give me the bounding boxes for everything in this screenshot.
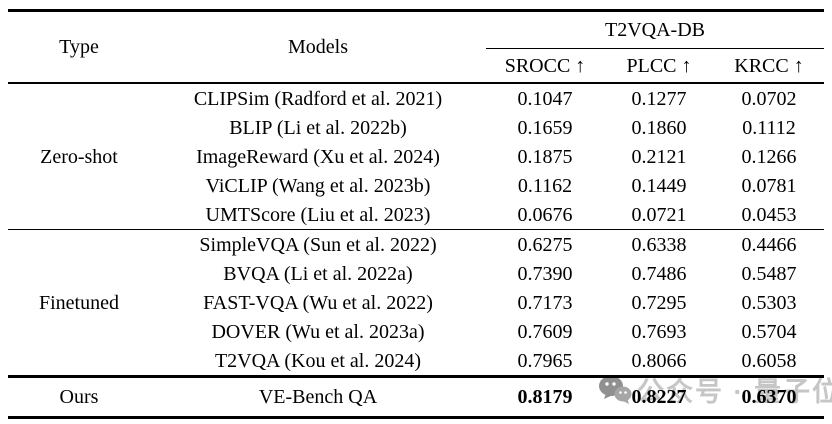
krcc-value: 0.1266 (741, 145, 797, 168)
krcc-value: 0.5487 (741, 262, 797, 285)
column-header-srocc: SROCC ↑ (504, 54, 586, 77)
table-row: ViCLIP (Wang et al. 2023b) 0.1162 0.1449… (8, 171, 824, 200)
plcc-value: 0.1860 (631, 116, 687, 139)
table-row: BLIP (Li et al. 2022b) 0.1659 0.1860 0.1… (8, 113, 824, 142)
model-name: ImageReward (Xu et al. 2024) (196, 145, 440, 168)
model-name: UMTScore (Liu et al. 2023) (205, 203, 431, 226)
section-type-label: Finetuned (39, 291, 119, 314)
plcc-value: 0.0721 (631, 203, 687, 226)
plcc-value: 0.7693 (631, 320, 687, 343)
table-row: UMTScore (Liu et al. 2023) 0.0676 0.0721… (8, 200, 824, 230)
srocc-value: 0.1162 (517, 174, 573, 197)
column-header-models: Models (288, 36, 348, 58)
plcc-value: 0.7295 (631, 291, 687, 314)
column-header-krcc: KRCC ↑ (734, 54, 804, 77)
krcc-value: 0.1112 (742, 116, 796, 139)
table-row: Ours VE-Bench QA 0.8179 0.8227 0.6370 (8, 377, 824, 418)
section-zero-shot: Zero-shot CLIPSim (Radford et al. 2021) … (8, 83, 825, 230)
model-name: T2VQA (Kou et al. 2024) (214, 349, 422, 372)
model-name: VE-Bench QA (258, 386, 378, 408)
table-header: Type Models T2VQA-DB SROCC ↑ PLCC ↑ KRCC… (8, 10, 825, 83)
krcc-value: 0.5704 (741, 320, 797, 343)
section-type-label: Ours (59, 386, 99, 408)
benchmark-results-table: Type Models T2VQA-DB SROCC ↑ PLCC ↑ KRCC… (8, 9, 825, 419)
krcc-value: 0.0453 (741, 203, 797, 226)
plcc-value: 0.7486 (631, 262, 687, 285)
column-header-plcc: PLCC ↑ (626, 54, 692, 77)
srocc-value: 0.8179 (517, 386, 573, 408)
table-row: ImageReward (Xu et al. 2024) 0.1875 0.21… (8, 142, 824, 171)
srocc-value: 0.0676 (517, 203, 573, 226)
model-name: SimpleVQA (Sun et al. 2022) (199, 233, 437, 256)
plcc-value: 0.2121 (631, 145, 687, 168)
srocc-value: 0.1875 (517, 145, 573, 168)
plcc-value: 0.1449 (631, 174, 687, 197)
krcc-value: 0.6058 (741, 349, 797, 372)
krcc-value: 0.4466 (741, 233, 797, 256)
srocc-value: 0.7609 (517, 320, 573, 343)
model-name: BLIP (Li et al. 2022b) (229, 116, 407, 139)
srocc-value: 0.6275 (517, 233, 573, 256)
plcc-value: 0.6338 (631, 233, 687, 256)
model-name: CLIPSim (Radford et al. 2021) (193, 87, 443, 110)
section-type-label: Zero-shot (40, 145, 118, 168)
table-row: FAST-VQA (Wu et al. 2022) 0.7173 0.7295 … (8, 288, 824, 317)
watermark: 公众号 · 量子位 (598, 370, 832, 409)
plcc-value: 0.8066 (631, 349, 687, 372)
srocc-value: 0.7173 (517, 291, 573, 314)
table-row: BVQA (Li et al. 2022a) 0.7390 0.7486 0.5… (8, 259, 824, 288)
model-name: BVQA (Li et al. 2022a) (223, 262, 413, 285)
srocc-value: 0.1659 (517, 116, 573, 139)
column-group-header-dataset: T2VQA-DB (486, 10, 825, 49)
model-name: DOVER (Wu et al. 2023a) (211, 320, 425, 343)
srocc-value: 0.1047 (517, 87, 573, 110)
table-row: Zero-shot CLIPSim (Radford et al. 2021) … (8, 83, 824, 167)
table-row: T2VQA (Kou et al. 2024) 0.7965 0.8066 0.… (8, 346, 824, 377)
srocc-value: 0.7390 (517, 262, 573, 285)
section-ours: Ours VE-Bench QA 0.8179 0.8227 0.6370 (8, 377, 825, 418)
wechat-icon (598, 375, 632, 405)
srocc-value: 0.7965 (517, 349, 573, 372)
watermark-text: 公众号 · 量子位 (637, 377, 832, 407)
section-finetuned: Finetuned SimpleVQA (Sun et al. 2022) 0.… (8, 230, 825, 377)
krcc-value: 0.0702 (741, 87, 797, 110)
model-name: FAST-VQA (Wu et al. 2022) (203, 291, 433, 314)
plcc-value: 0.8227 (631, 386, 687, 408)
plcc-value: 0.1277 (631, 87, 687, 110)
model-name: ViCLIP (Wang et al. 2023b) (205, 174, 431, 197)
krcc-value: 0.5303 (741, 291, 797, 314)
krcc-value: 0.6370 (741, 386, 797, 408)
krcc-value: 0.0781 (741, 174, 797, 197)
table-row: Finetuned SimpleVQA (Sun et al. 2022) 0.… (8, 230, 824, 313)
column-header-type: Type (59, 36, 99, 58)
table-row: DOVER (Wu et al. 2023a) 0.7609 0.7693 0.… (8, 317, 824, 346)
